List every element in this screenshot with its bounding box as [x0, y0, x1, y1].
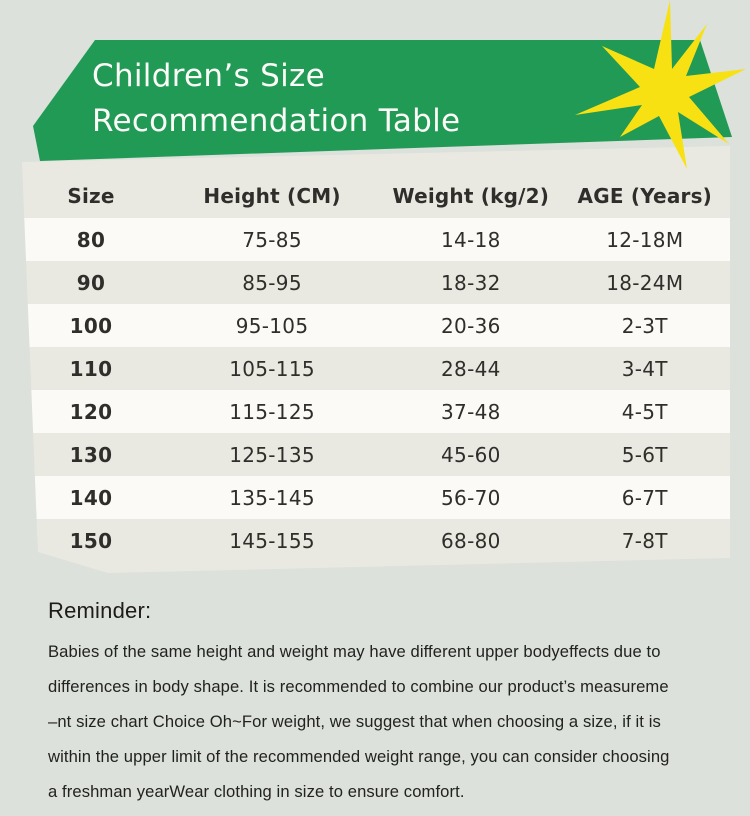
age-cell: 4-5T: [621, 399, 668, 424]
table-row: 120 115-125 37-48 4-5T: [22, 390, 730, 433]
weight-cell: 20-36: [441, 313, 501, 338]
size-cell: 90: [76, 270, 106, 295]
header-cell-weight: Weight (kg/2): [392, 184, 550, 208]
weight-cell: 45-60: [441, 442, 501, 467]
weight-cell: 56-70: [441, 485, 501, 510]
page-title: Children’s Size Recommendation Table: [92, 54, 460, 144]
reminder-text-line: Babies of the same height and weight may…: [48, 642, 661, 661]
table-row: 150 145-155 68-80 7-8T: [22, 519, 730, 562]
reminder-text-line: –nt size chart Choice Oh~For weight, we …: [48, 712, 661, 731]
size-cell: 110: [69, 356, 113, 381]
height-cell: 135-145: [229, 485, 315, 510]
reminder-section: Reminder: Babies of the same height and …: [48, 598, 670, 809]
reminder-text-line: differences in body shape. It is recomme…: [48, 677, 669, 696]
size-cell: 120: [69, 399, 113, 424]
height-cell: 115-125: [229, 399, 315, 424]
height-cell: 145-155: [229, 528, 315, 553]
height-cell: 95-105: [235, 313, 309, 338]
table-row: 100 95-105 20-36 2-3T: [22, 304, 730, 347]
size-cell: 140: [69, 485, 113, 510]
weight-cell: 37-48: [441, 399, 501, 424]
age-cell: 7-8T: [621, 528, 668, 553]
size-cell: 100: [69, 313, 113, 338]
reminder-text-line: within the upper limit of the recommende…: [48, 747, 670, 766]
size-table-panel: Size Height (CM) Weight (kg/2) AGE (Year…: [22, 146, 730, 573]
table-row: 130 125-135 45-60 5-6T: [22, 433, 730, 476]
size-cell: 80: [76, 227, 106, 252]
weight-cell: 14-18: [441, 227, 501, 252]
height-cell: 105-115: [229, 356, 315, 381]
reminder-heading: Reminder:: [48, 598, 152, 623]
table-row: 90 85-95 18-32 18-24M: [22, 261, 730, 304]
starburst-icon: [575, 0, 746, 169]
banner-title-line2: Recommendation Table: [92, 103, 461, 139]
age-cell: 18-24M: [606, 270, 684, 295]
weight-cell: 68-80: [441, 528, 501, 553]
age-cell: 6-7T: [621, 485, 668, 510]
age-cell: 2-3T: [621, 313, 668, 338]
height-cell: 85-95: [242, 270, 302, 295]
age-cell: 3-4T: [621, 356, 668, 381]
table-header-row: Size Height (CM) Weight (kg/2) AGE (Year…: [22, 174, 730, 218]
reminder-text-line: a freshman yearWear clothing in size to …: [48, 782, 465, 801]
age-cell: 5-6T: [621, 442, 668, 467]
weight-cell: 28-44: [441, 356, 501, 381]
header-cell-height: Height (CM): [203, 184, 341, 208]
header-cell-size: Size: [67, 184, 115, 208]
table-body: 80 75-85 14-18 12-18M 90 85-95 18-32 18-…: [22, 218, 730, 562]
table-row: 140 135-145 56-70 6-7T: [22, 476, 730, 519]
table-row: 110 105-115 28-44 3-4T: [22, 347, 730, 390]
header-cell-age: AGE (Years): [577, 184, 713, 208]
height-cell: 75-85: [242, 227, 302, 252]
height-cell: 125-135: [229, 442, 315, 467]
table-row: 80 75-85 14-18 12-18M: [22, 218, 730, 261]
size-cell: 150: [69, 528, 113, 553]
weight-cell: 18-32: [441, 270, 501, 295]
age-cell: 12-18M: [606, 227, 684, 252]
size-cell: 130: [69, 442, 113, 467]
banner-title-line1: Children’s Size: [92, 58, 325, 94]
